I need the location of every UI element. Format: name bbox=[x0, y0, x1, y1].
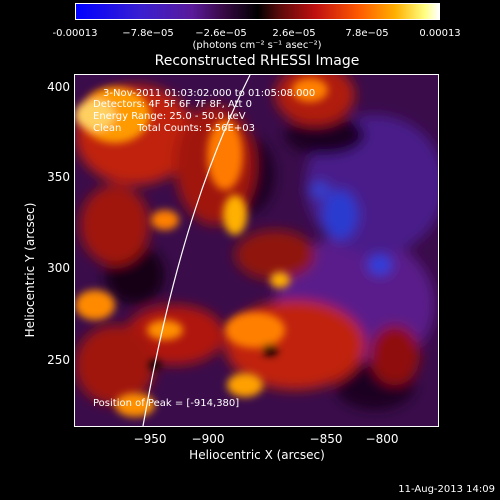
y-axis-label: Heliocentric Y (arcsec) bbox=[23, 202, 37, 338]
x-axis-label: Heliocentric X (arcsec) bbox=[189, 448, 325, 462]
rhessi-image bbox=[74, 74, 439, 427]
y-tick-label: 300 bbox=[47, 261, 70, 275]
peak-position-label: Position of Peak = [-914,380] bbox=[93, 398, 240, 409]
time-range: 3-Nov-2011 01:03:02.000 to 01:05:08.000 bbox=[103, 88, 316, 99]
colorbar-tick: 2.6e−05 bbox=[272, 28, 316, 39]
colorbar-units: (photons cm⁻² s⁻¹ asec⁻²) bbox=[192, 40, 322, 51]
y-tick-label: 350 bbox=[47, 170, 70, 184]
colorbar bbox=[75, 3, 440, 20]
x-tick-label: −950 bbox=[133, 432, 167, 446]
x-tick-label: −850 bbox=[309, 432, 343, 446]
solar-limb bbox=[142, 75, 251, 426]
x-tick-label: −800 bbox=[365, 432, 399, 446]
x-tick-label: −900 bbox=[191, 432, 225, 446]
timestamp: 11-Aug-2013 14:09 bbox=[398, 484, 495, 495]
clean-counts-label: Clean Total Counts: 5.56E+03 bbox=[93, 123, 255, 134]
colorbar-tick: 0.00013 bbox=[419, 28, 461, 39]
detectors-label: Detectors: 4F 5F 6F 7F 8F, Att 0 bbox=[93, 99, 253, 110]
y-tick-label: 400 bbox=[47, 80, 70, 94]
energy-range-label: Energy Range: 25.0 - 50.0 keV bbox=[93, 111, 246, 122]
image-canvas bbox=[75, 75, 438, 426]
image-title: Reconstructed RHESSI Image bbox=[154, 53, 360, 69]
colorbar-tick: 7.8e−05 bbox=[345, 28, 389, 39]
y-tick-label: 250 bbox=[47, 353, 70, 367]
colorbar-tick: −7.8e−05 bbox=[122, 28, 174, 39]
colorbar-tick: −2.6e−05 bbox=[195, 28, 247, 39]
colorbar-tick: -0.00013 bbox=[52, 28, 98, 39]
